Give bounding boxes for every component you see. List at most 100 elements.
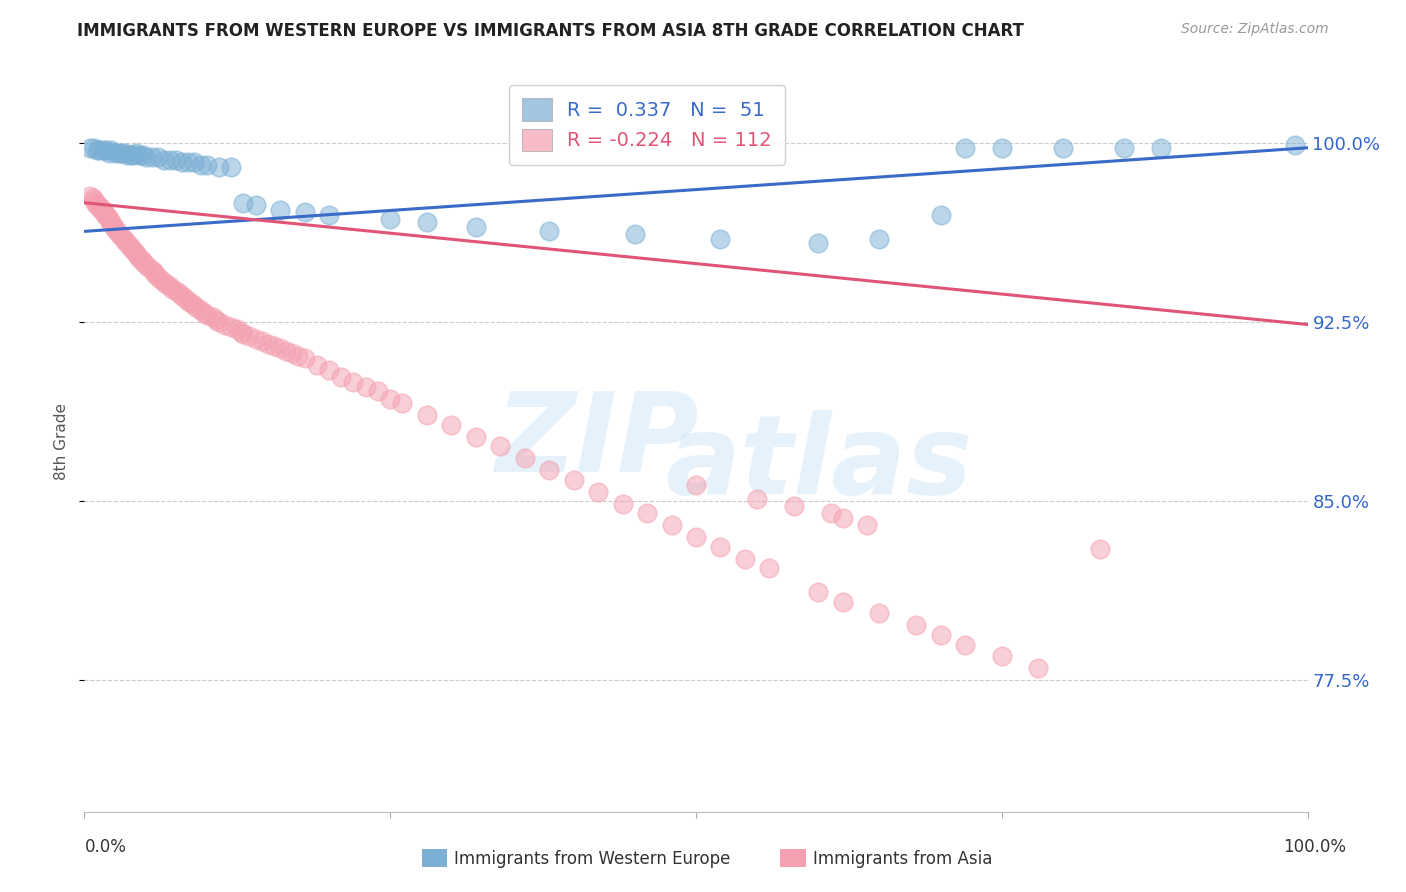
Point [1028, 661, 1050, 675]
Point [232, 195, 254, 210]
Point [146, 269, 169, 284]
Point [180, 296, 202, 310]
Point [79, 141, 101, 155]
Point [87, 143, 110, 157]
Point [112, 231, 135, 245]
Point [820, 506, 842, 520]
Point [391, 396, 413, 410]
Point [141, 150, 163, 164]
Point [685, 477, 707, 491]
Point [440, 417, 463, 432]
Point [190, 303, 212, 318]
Point [105, 224, 128, 238]
Point [115, 236, 138, 251]
Point [110, 145, 132, 160]
Point [131, 253, 153, 268]
Point [153, 153, 176, 167]
Point [257, 336, 280, 351]
Point [115, 148, 138, 162]
Point [162, 282, 184, 296]
Text: Immigrants from Western Europe: Immigrants from Western Europe [454, 850, 731, 868]
Point [135, 150, 157, 164]
Point [177, 155, 200, 169]
Point [250, 334, 273, 349]
Point [97, 145, 120, 160]
Point [159, 279, 181, 293]
Legend: R =  0.337   N =  51, R = -0.224   N = 112: R = 0.337 N = 51, R = -0.224 N = 112 [509, 85, 786, 165]
Y-axis label: 8th Grade: 8th Grade [53, 403, 69, 480]
Point [125, 248, 148, 262]
Point [125, 245, 148, 260]
Point [120, 148, 142, 162]
Point [208, 315, 231, 329]
Point [173, 291, 195, 305]
Point [205, 312, 228, 326]
Point [195, 308, 218, 322]
Point [214, 318, 236, 332]
Point [183, 155, 205, 169]
Point [89, 201, 111, 215]
Point [87, 198, 110, 212]
Point [91, 143, 114, 157]
Point [146, 150, 169, 164]
Point [83, 141, 105, 155]
Point [83, 194, 105, 208]
Point [354, 379, 377, 393]
Point [269, 342, 291, 356]
Point [869, 231, 891, 245]
Point [1114, 141, 1136, 155]
Text: 100.0%: 100.0% [1284, 838, 1346, 855]
Point [831, 511, 853, 525]
Point [87, 201, 110, 215]
Point [135, 258, 157, 272]
Point [94, 208, 117, 222]
Point [186, 301, 208, 315]
Point [149, 272, 172, 286]
Point [464, 430, 486, 444]
Point [193, 305, 215, 319]
Point [1284, 138, 1306, 153]
Point [229, 325, 252, 339]
Point [624, 227, 647, 241]
Point [104, 222, 127, 236]
Point [107, 227, 129, 241]
Point [190, 157, 212, 171]
Point [100, 215, 122, 229]
Point [783, 499, 806, 513]
Point [195, 157, 218, 171]
Point [122, 244, 145, 258]
Point [538, 224, 561, 238]
Point [141, 262, 163, 277]
Point [367, 384, 389, 399]
Point [232, 327, 254, 342]
Point [86, 143, 108, 157]
Text: 0.0%: 0.0% [84, 838, 127, 855]
Point [380, 392, 402, 406]
Point [294, 205, 316, 219]
Point [464, 219, 486, 234]
Point [245, 198, 267, 212]
Point [167, 286, 190, 301]
Point [661, 518, 683, 533]
Point [538, 463, 561, 477]
Point [172, 155, 194, 169]
Point [1088, 541, 1111, 556]
Point [586, 484, 609, 499]
Point [86, 198, 108, 212]
Point [114, 234, 136, 248]
Text: ZIP: ZIP [496, 388, 700, 495]
Point [330, 370, 353, 384]
Point [93, 205, 115, 219]
Point [103, 219, 125, 234]
Point [991, 141, 1014, 155]
Point [489, 439, 512, 453]
Point [929, 628, 952, 642]
Point [97, 210, 120, 224]
Point [143, 265, 166, 279]
Point [416, 409, 439, 423]
Point [79, 188, 101, 202]
Point [709, 540, 731, 554]
Point [120, 241, 142, 255]
Point [807, 585, 830, 599]
Point [96, 143, 118, 157]
